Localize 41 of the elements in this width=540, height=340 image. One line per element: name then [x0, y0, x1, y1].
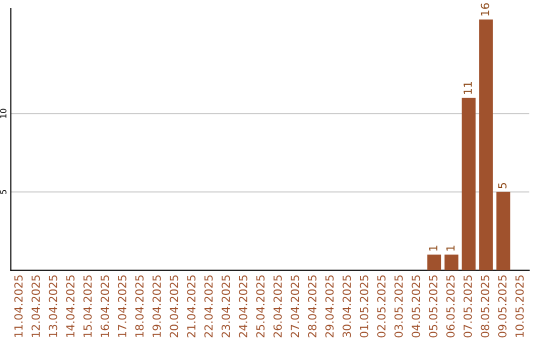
x-tick-label: 09.05.2025 [498, 275, 507, 338]
x-tick-label: 25.04.2025 [256, 275, 265, 338]
bar [479, 19, 493, 270]
data-label: 16 [480, 3, 490, 16]
bar [444, 254, 458, 270]
x-tick-label: 04.05.2025 [412, 275, 420, 338]
x-tick-label: 19.04.2025 [152, 275, 161, 337]
x-tick-label: 30.04.2025 [342, 275, 351, 338]
x-tick-label: 24.04.2025 [238, 275, 248, 338]
x-tick-label: 17.04.2025 [118, 275, 126, 337]
x-tick-label: 26.04.2025 [273, 275, 282, 338]
x-tick-label: 07.05.2025 [464, 275, 472, 338]
bar [496, 192, 510, 270]
x-tick-label: 18.04.2025 [135, 275, 144, 337]
x-tick-label: 14.04.2025 [66, 275, 75, 337]
x-tick-label: 13.04.2025 [48, 275, 58, 337]
x-tick-label: 22.04.2025 [204, 275, 213, 338]
y-tick-label: 10 [0, 108, 6, 118]
bar [462, 98, 476, 270]
data-label: 5 [498, 183, 507, 188]
x-tick-label: 06.05.2025 [446, 275, 455, 338]
x-tick-label: 21.04.2025 [187, 275, 196, 338]
x-tick-label: 15.04.2025 [83, 275, 92, 337]
x-tick-label: 27.04.2025 [290, 275, 300, 338]
x-tick-label: 02.05.2025 [377, 275, 386, 338]
x-tick-label: 03.05.2025 [394, 275, 403, 338]
x-tick-label: 23.04.2025 [222, 275, 230, 338]
x-tick-label: 08.05.2025 [480, 275, 490, 338]
x-tick-label: 10.05.2025 [515, 275, 524, 337]
data-label: 1 [429, 246, 438, 251]
x-tick-label: 01.05.2025 [360, 275, 368, 338]
x-tick-label: 12.04.2025 [32, 275, 40, 337]
x-tick-label: 16.04.2025 [100, 275, 110, 337]
x-tick-label: 05.05.2025 [428, 275, 438, 338]
x-tick-label: 11.04.2025 [14, 275, 23, 337]
bar [427, 254, 442, 270]
data-label: 11 [464, 82, 472, 94]
data-label: 1 [446, 246, 455, 251]
x-tick-label: 20.04.2025 [170, 275, 178, 338]
x-tick-label: 29.04.2025 [325, 275, 334, 338]
x-tick-label: 28.04.2025 [308, 275, 316, 338]
